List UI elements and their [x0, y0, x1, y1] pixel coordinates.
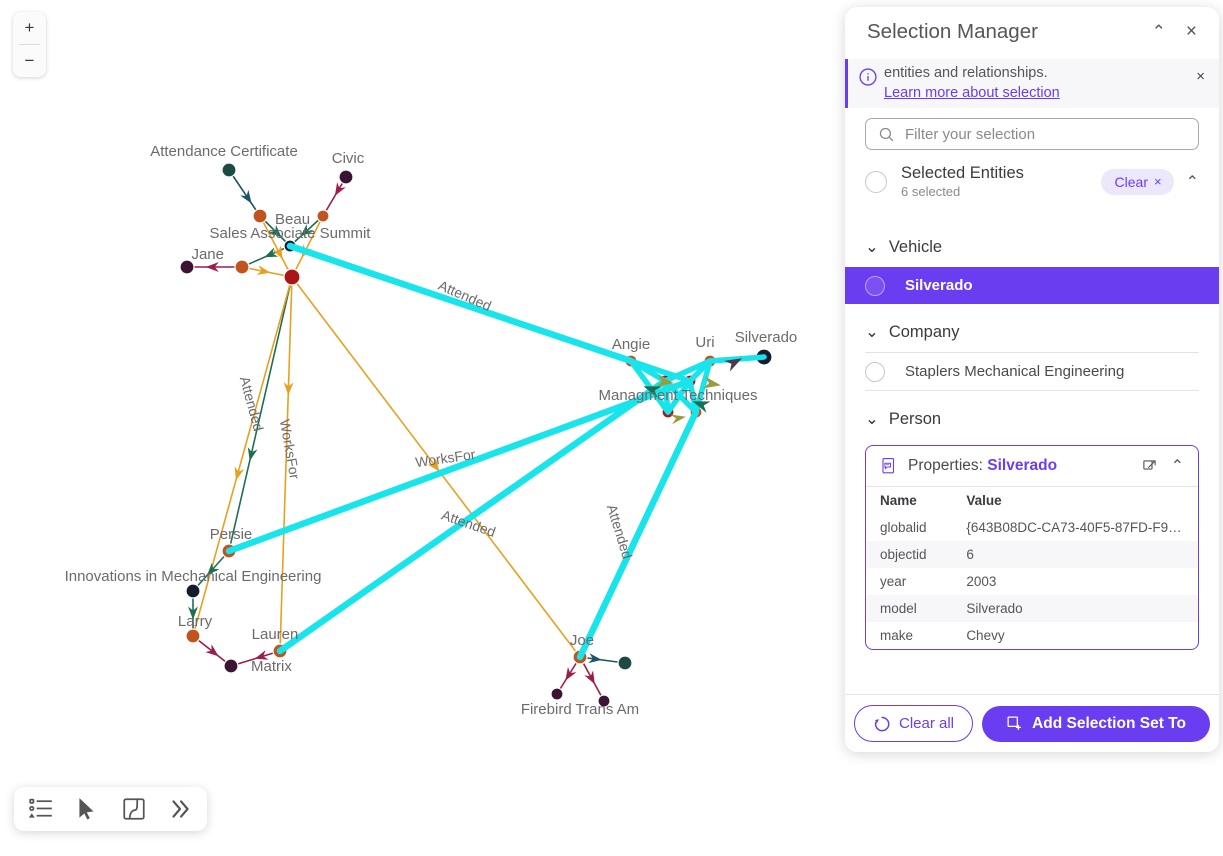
svg-text:Jane: Jane [191, 246, 224, 263]
svg-text:Angie: Angie [612, 336, 650, 353]
svg-text:Persie: Persie [210, 526, 253, 543]
svg-text:Innovations in Mechanical Engi: Innovations in Mechanical Engineering [65, 568, 322, 585]
svg-text:Firebird Trans Am: Firebird Trans Am [521, 701, 639, 718]
svg-text:Sales Associate Summit: Sales Associate Summit [210, 225, 372, 242]
svg-text:Joe: Joe [570, 632, 594, 649]
svg-text:Managment Techniques: Managment Techniques [599, 387, 758, 404]
svg-text:Attended: Attended [604, 502, 636, 560]
svg-text:Lauren: Lauren [252, 626, 299, 643]
svg-text:Uri: Uri [695, 334, 714, 351]
svg-text:Matrix: Matrix [251, 658, 292, 675]
svg-text:Attendance Certificate: Attendance Certificate [150, 143, 298, 160]
svg-text:Larry: Larry [178, 613, 213, 630]
svg-text:Silverado: Silverado [735, 329, 798, 346]
svg-text:Civic: Civic [332, 150, 365, 167]
svg-text:WorksFor: WorksFor [277, 418, 303, 481]
